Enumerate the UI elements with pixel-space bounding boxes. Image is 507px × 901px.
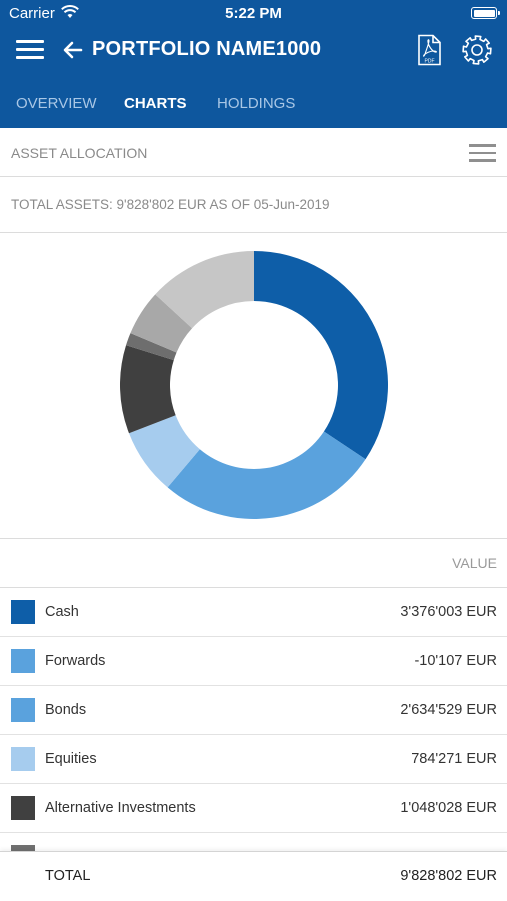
value-column-header: VALUE (0, 539, 507, 588)
donut-chart-svg (119, 251, 388, 519)
asset-class-value: 3'376'003 EUR (400, 604, 497, 620)
asset-class-name: Alternative Investments (45, 800, 196, 816)
color-swatch (11, 845, 35, 851)
tab-bar: OVERVIEW CHARTS HOLDINGS (0, 86, 507, 128)
color-swatch (11, 698, 35, 722)
svg-text:PDF: PDF (425, 59, 435, 65)
donut-slice-unlabeled-4[interactable] (126, 333, 177, 361)
color-swatch (11, 796, 35, 820)
asset-class-name: Bonds (45, 702, 87, 718)
total-label: TOTAL (45, 868, 91, 884)
donut-slice-alternative-investments[interactable] (119, 345, 176, 434)
total-assets-text: TOTAL ASSETS: 9'828'802 EUR AS OF 05-Jun… (11, 197, 330, 212)
tab-overview[interactable]: OVERVIEW (16, 95, 97, 112)
list-item-bonds[interactable]: Bonds 2'634'529 EUR (0, 686, 507, 735)
battery-icon (471, 7, 500, 19)
asset-allocation-header: ASSET ALLOCATION (0, 128, 507, 177)
color-swatch (11, 649, 35, 673)
asset-class-value: 2'634'529 EUR (400, 702, 497, 718)
section-title: ASSET ALLOCATION (11, 145, 148, 161)
list-item-partial[interactable] (0, 833, 507, 851)
value-header-label: VALUE (452, 555, 497, 571)
asset-class-value: 1'048'028 EUR (400, 800, 497, 816)
app-header: Carrier 5:22 PM PORTFOLIO NAME1000 PDF (0, 0, 507, 128)
color-swatch (11, 600, 35, 624)
allocation-list: Cash 3'376'003 EUR Forwards -10'107 EUR … (0, 588, 507, 851)
gear-icon[interactable] (461, 34, 493, 66)
asset-class-value: -10'107 EUR (414, 653, 497, 669)
carrier-label: Carrier (9, 5, 55, 22)
asset-class-value: 784'271 EUR (411, 751, 497, 767)
tab-holdings[interactable]: HOLDINGS (217, 95, 296, 112)
asset-class-name: Forwards (45, 653, 106, 669)
donut-slice-cash[interactable] (254, 251, 388, 460)
color-swatch (11, 747, 35, 771)
tab-charts[interactable]: CHARTS (124, 95, 187, 112)
list-item-alternative-investments[interactable]: Alternative Investments 1'048'028 EUR (0, 784, 507, 833)
pdf-icon[interactable]: PDF (415, 34, 443, 66)
page-title: PORTFOLIO NAME1000 (92, 38, 322, 60)
donut-slice-equities[interactable] (129, 415, 200, 488)
total-value: 9'828'802 EUR (400, 868, 497, 884)
total-footer: TOTAL 9'828'802 EUR (0, 851, 507, 901)
status-bar: Carrier 5:22 PM (0, 0, 507, 28)
donut-slice-unlabeled-6[interactable] (155, 251, 254, 329)
list-item-cash[interactable]: Cash 3'376'003 EUR (0, 588, 507, 637)
list-item-equities[interactable]: Equities 784'271 EUR (0, 735, 507, 784)
donut-slice-unlabeled-5[interactable] (130, 294, 193, 353)
clock: 5:22 PM (225, 5, 282, 22)
wifi-icon (61, 5, 79, 23)
list-item-forwards[interactable]: Forwards -10'107 EUR (0, 637, 507, 686)
total-assets-row: TOTAL ASSETS: 9'828'802 EUR AS OF 05-Jun… (0, 177, 507, 233)
menu-icon[interactable] (16, 38, 44, 62)
asset-class-name: Cash (45, 604, 79, 620)
asset-class-name: Equities (45, 751, 97, 767)
donut-chart (0, 233, 507, 539)
donut-slice-bonds[interactable] (167, 431, 366, 519)
back-arrow-icon[interactable] (62, 36, 84, 64)
list-menu-icon[interactable] (469, 143, 496, 163)
